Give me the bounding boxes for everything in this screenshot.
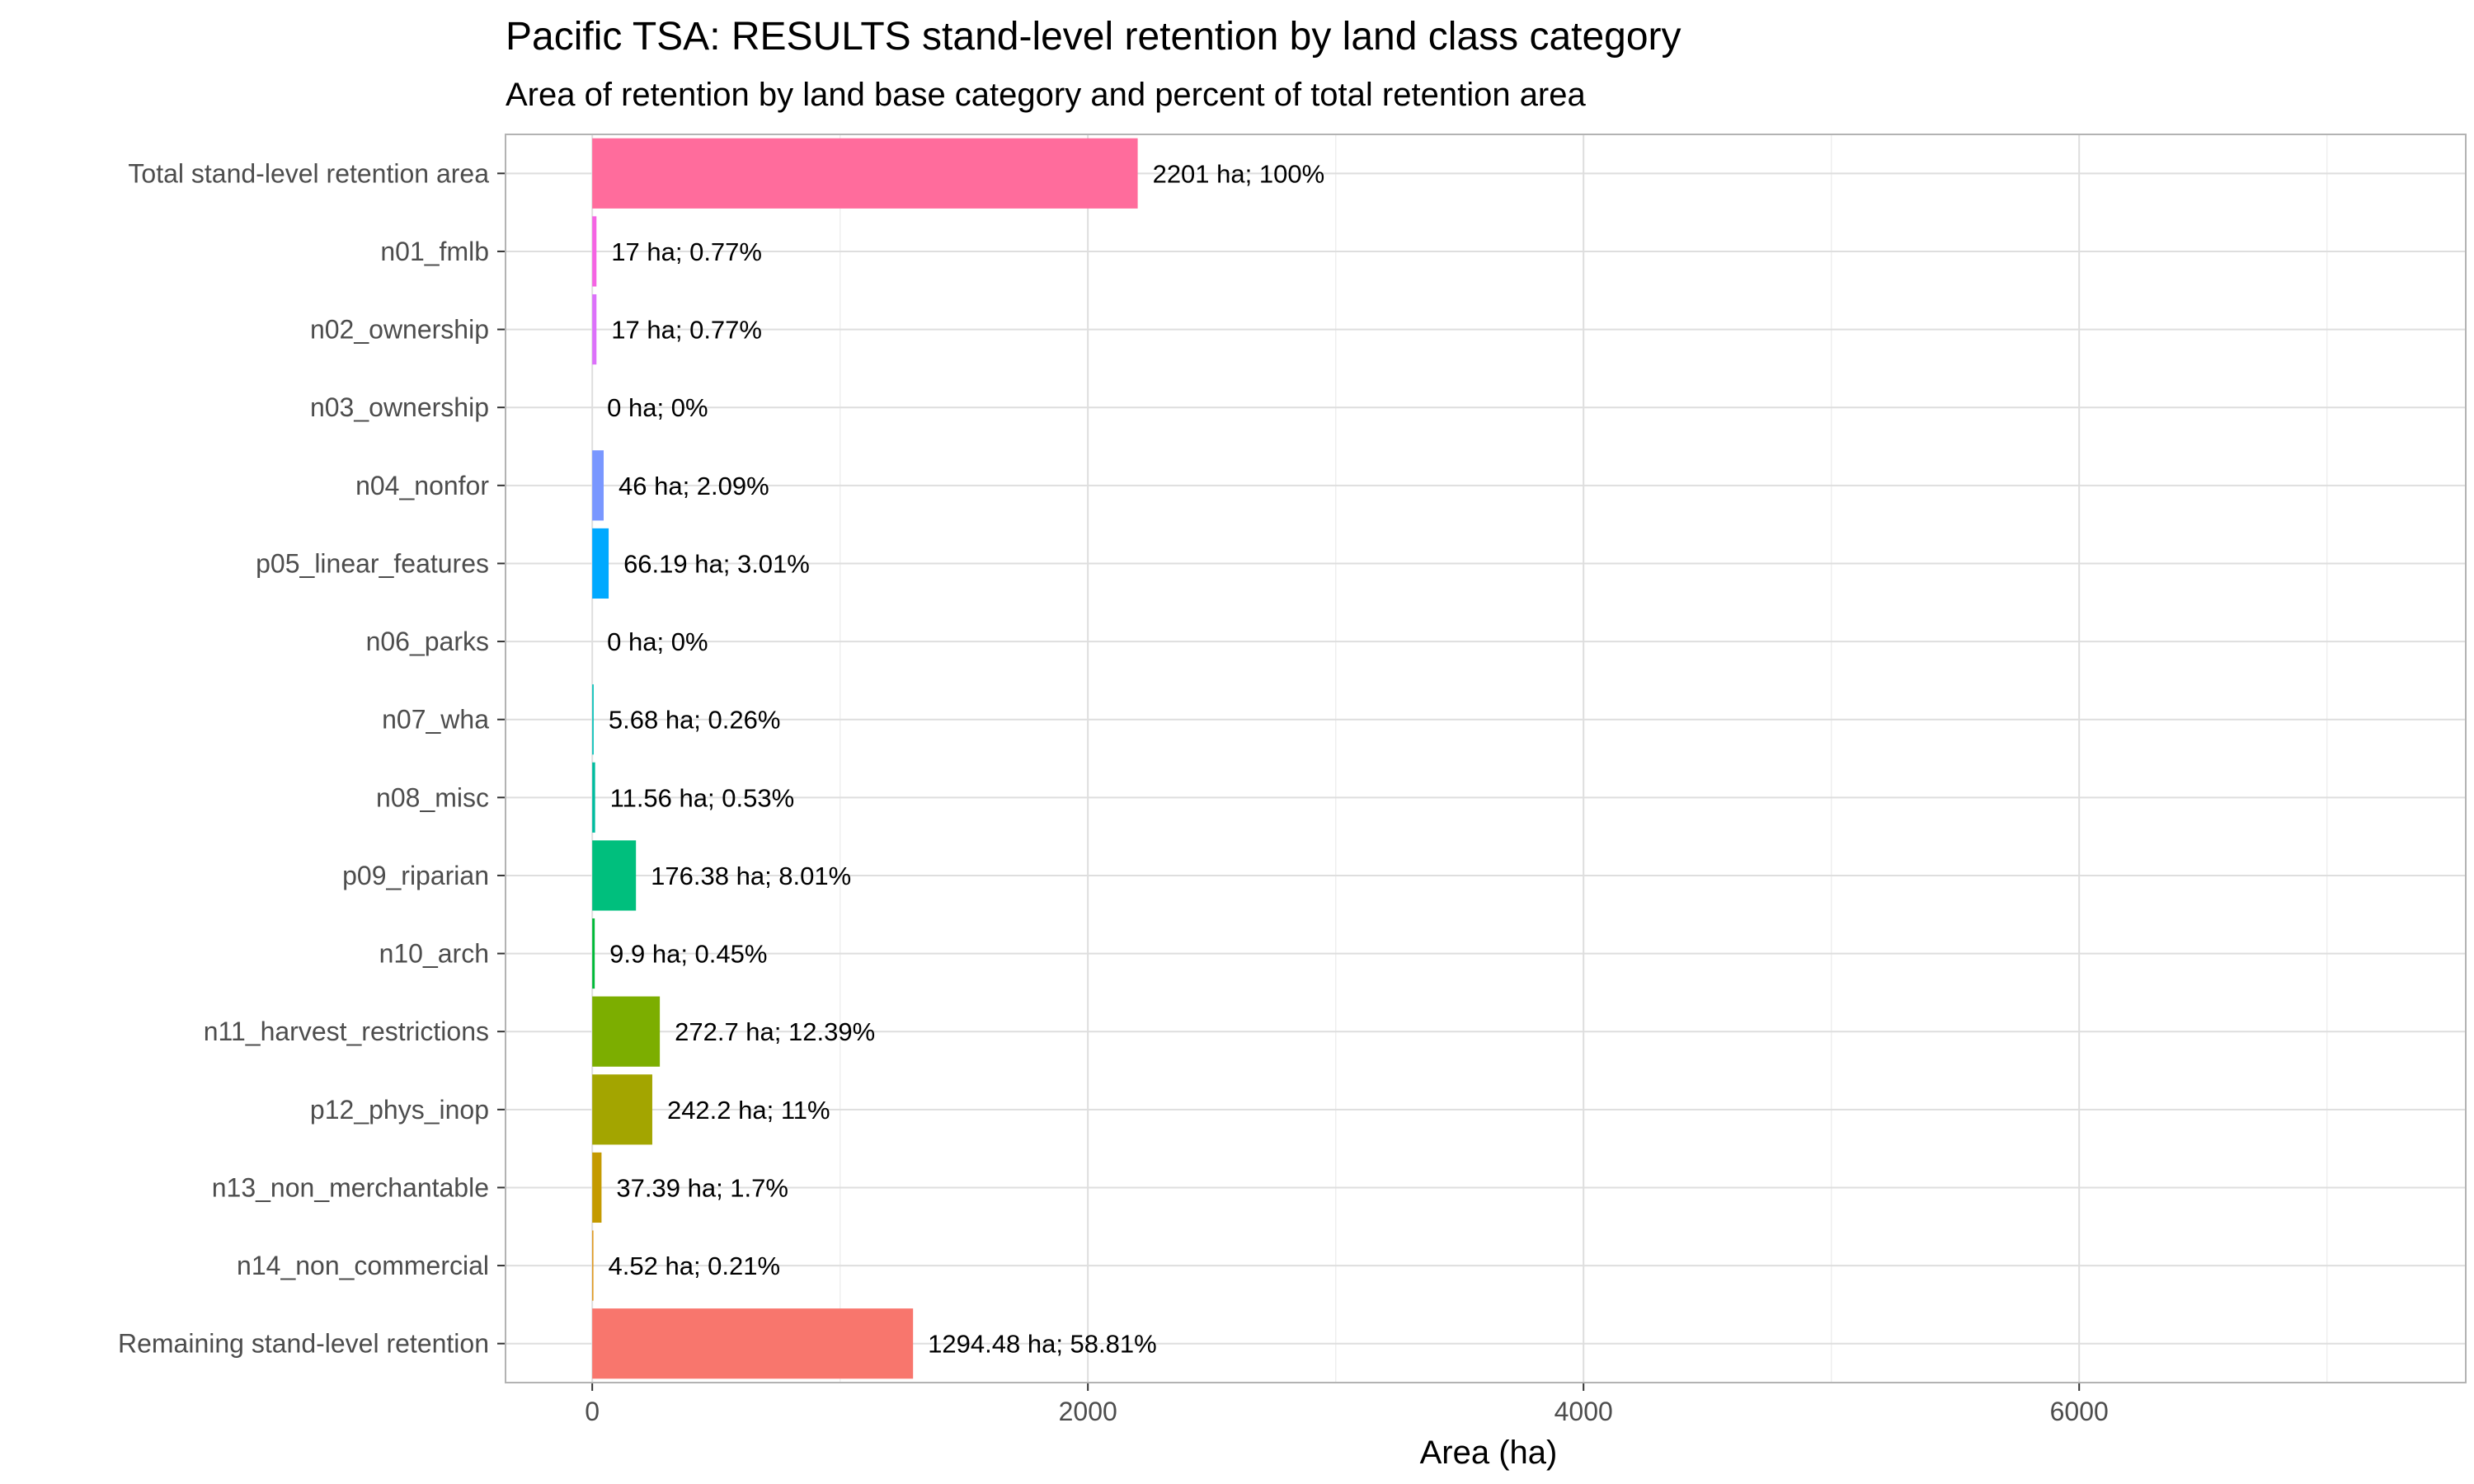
x-tick-label: 2000 (1059, 1397, 1117, 1426)
bar (592, 138, 1138, 209)
bar (592, 840, 637, 911)
bar-data-label: 1294.48 ha; 58.81% (928, 1330, 1157, 1359)
y-tick-label: n13_non_merchantable (212, 1172, 489, 1202)
bar (592, 1152, 602, 1223)
bar (592, 996, 661, 1067)
bar (592, 1074, 652, 1145)
y-tick-label: p12_phys_inop (310, 1095, 489, 1125)
x-tick-label: 6000 (2050, 1397, 2109, 1426)
bar-data-label: 66.19 ha; 3.01% (623, 549, 810, 578)
x-tick-label: 0 (585, 1397, 600, 1426)
bar-data-label: 272.7 ha; 12.39% (675, 1017, 875, 1046)
y-tick-label: n08_misc (376, 782, 489, 812)
bar-data-label: 11.56 ha; 0.53% (610, 783, 795, 812)
y-tick-label: n11_harvest_restrictions (204, 1017, 489, 1046)
y-tick-label: n04_nonfor (355, 471, 489, 500)
bar-data-label: 0 ha; 0% (607, 627, 708, 656)
bar (592, 1308, 914, 1379)
bar (592, 684, 594, 755)
y-tick-label: n14_non_commercial (237, 1251, 489, 1280)
y-tick-label: n10_arch (379, 939, 489, 969)
chart-title: Pacific TSA: RESULTS stand-level retenti… (506, 15, 1681, 59)
y-tick-label: Remaining stand-level retention (118, 1329, 489, 1359)
bar (592, 1230, 594, 1301)
y-tick-label: p09_riparian (342, 861, 489, 890)
bar (592, 294, 597, 365)
chart-subtitle: Area of retention by land base category … (506, 77, 1587, 113)
bar-data-label: 37.39 ha; 1.7% (616, 1173, 788, 1202)
bar (592, 918, 595, 989)
bar (592, 450, 604, 521)
bar-data-label: 176.38 ha; 8.01% (651, 862, 851, 890)
y-tick-label: Total stand-level retention area (128, 158, 489, 188)
bar-data-label: 17 ha; 0.77% (611, 316, 762, 345)
y-tick-label: p05_linear_features (256, 548, 489, 578)
x-tick-label: 4000 (1554, 1397, 1613, 1426)
bar-data-label: 46 ha; 2.09% (618, 472, 769, 500)
bar-data-label: 17 ha; 0.77% (611, 237, 762, 266)
y-tick-label: n01_fmlb (380, 237, 489, 266)
bar-data-label: 5.68 ha; 0.26% (609, 706, 781, 735)
x-axis-label: Area (ha) (1420, 1435, 1558, 1471)
bar (592, 762, 595, 833)
plot-area: 2201 ha; 100% Total stand-level retention… (118, 134, 2467, 1426)
y-tick-label: n02_ownership (310, 315, 489, 345)
bar-data-label: 0 ha; 0% (607, 393, 708, 422)
bar (592, 528, 609, 599)
y-tick-label: n07_wha (382, 705, 489, 735)
bar-data-label: 242.2 ha; 11% (667, 1096, 830, 1125)
bar-data-label: 9.9 ha; 0.45% (609, 940, 767, 969)
bar-data-label: 2201 ha; 100% (1153, 159, 1325, 188)
y-tick-label: n03_ownership (310, 392, 489, 422)
bar (592, 216, 597, 287)
bar-data-label: 4.52 ha; 0.21% (609, 1252, 781, 1280)
y-tick-label: n06_parks (366, 627, 489, 656)
panel-border (505, 134, 2467, 1383)
